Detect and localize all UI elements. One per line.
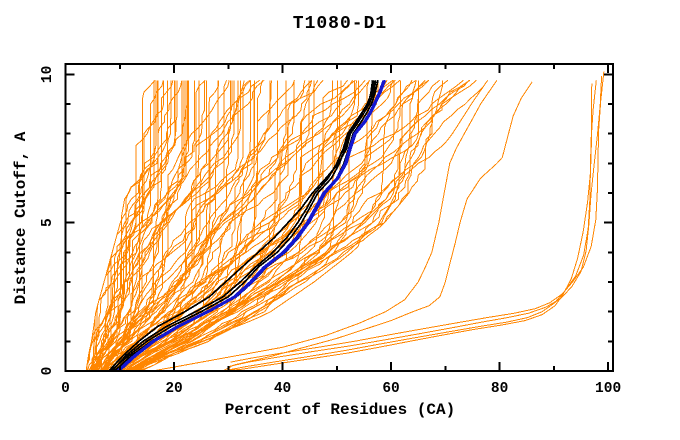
curve — [132, 80, 443, 372]
tick-labels: 0 20 40 60 80 100 0 5 10 — [40, 66, 621, 397]
curve — [116, 80, 357, 372]
curve — [107, 79, 250, 371]
x-tick-label: 20 — [165, 381, 182, 397]
curve — [119, 79, 371, 372]
highlight-blue-curves — [116, 79, 387, 372]
curve — [109, 80, 377, 372]
curve — [91, 80, 176, 372]
curve — [126, 79, 396, 372]
curve — [222, 81, 533, 372]
curve — [228, 75, 603, 368]
prediction-curves — [85, 79, 489, 372]
curve — [92, 80, 175, 371]
curve — [125, 79, 401, 372]
curve — [85, 79, 156, 372]
axes — [64, 63, 614, 372]
curve — [128, 80, 401, 372]
curve — [89, 80, 183, 372]
curve — [97, 80, 178, 371]
curve — [91, 80, 174, 371]
curve — [135, 79, 440, 372]
curve — [93, 80, 187, 372]
curve — [94, 80, 188, 372]
curve — [138, 80, 489, 372]
curve — [136, 80, 489, 372]
curve — [111, 80, 333, 372]
curve — [92, 80, 172, 372]
curve — [230, 71, 605, 363]
plot-frame — [64, 63, 614, 372]
curve — [134, 80, 420, 372]
curve — [93, 80, 219, 372]
curve — [222, 80, 597, 372]
curve — [113, 80, 306, 372]
curve — [124, 80, 395, 372]
curve — [107, 80, 272, 372]
curve — [128, 79, 417, 372]
curve — [96, 80, 183, 371]
curve — [105, 80, 239, 371]
chart-title: T1080-D1 — [292, 14, 388, 34]
outlier-curves — [152, 80, 533, 372]
curve — [140, 79, 470, 372]
curve — [95, 80, 206, 371]
curve — [92, 80, 164, 371]
curve — [93, 80, 158, 371]
x-tick-label: 0 — [61, 381, 70, 397]
y-axis-label: Distance Cutoff, A — [12, 131, 30, 305]
curve — [152, 80, 498, 372]
curve — [110, 79, 324, 372]
curve — [138, 79, 477, 372]
curve — [106, 80, 242, 372]
curve — [118, 79, 387, 372]
x-tick-label: 40 — [274, 381, 291, 397]
curve — [111, 80, 376, 372]
x-tick-label: 60 — [382, 381, 399, 397]
curve — [116, 79, 385, 372]
y-tick-label: 0 — [40, 367, 56, 376]
curve — [99, 80, 207, 372]
x-tick-label: 80 — [491, 381, 508, 397]
curve — [85, 80, 159, 372]
curve — [218, 83, 593, 372]
curve — [101, 80, 233, 372]
curve — [97, 80, 200, 372]
x-tick-label: 100 — [595, 381, 621, 397]
curve — [110, 80, 279, 372]
y-tick-label: 5 — [40, 218, 56, 227]
curve — [96, 80, 189, 372]
curve — [90, 80, 157, 372]
curve — [108, 80, 296, 372]
near-native-curves — [218, 71, 605, 372]
x-axis-label: Percent of Residues (CA) — [224, 401, 456, 419]
curve — [136, 79, 449, 372]
curve — [101, 80, 256, 372]
y-tick-label: 10 — [40, 66, 56, 83]
